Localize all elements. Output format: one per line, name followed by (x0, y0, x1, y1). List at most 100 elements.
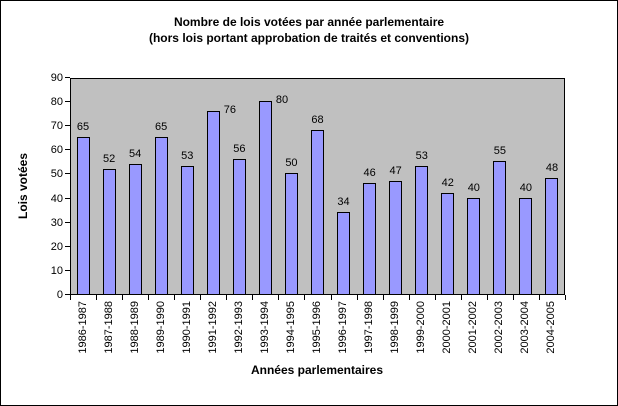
bar (415, 166, 429, 294)
y-tick-label: 80 (50, 96, 63, 109)
x-category-label: 1995-1996 (311, 301, 323, 354)
y-tick (65, 245, 70, 247)
bar (258, 101, 272, 294)
bar (493, 161, 507, 294)
x-tick (70, 295, 71, 300)
y-tick-label: 50 (50, 168, 63, 181)
y-tick (65, 221, 70, 223)
x-tick (200, 295, 201, 300)
x-tick (252, 295, 253, 300)
y-tick-label: 10 (50, 264, 63, 277)
x-tick (278, 295, 279, 300)
x-category-label: 2003-2004 (519, 301, 532, 354)
bar-value-label: 52 (102, 152, 116, 165)
bar-value-label: 53 (181, 150, 194, 163)
x-tick (331, 295, 332, 300)
x-tick (122, 295, 123, 300)
y-tick-label: 90 (50, 72, 63, 84)
bar (232, 159, 246, 294)
y-tick (65, 77, 70, 78)
bar (311, 130, 324, 294)
y-tick (65, 294, 70, 295)
bar (363, 183, 377, 294)
x-category-label: 1994-1995 (284, 301, 297, 354)
bar-value-label: 42 (441, 176, 454, 189)
bar (102, 169, 116, 294)
bar-value-label: 56 (233, 142, 246, 155)
y-tick-label: 60 (50, 144, 63, 157)
y-tick (65, 101, 70, 103)
bar-value-label: 54 (129, 147, 142, 160)
bar (128, 164, 142, 294)
chart-title-line2: (hors lois portant approbation de traité… (148, 31, 470, 45)
x-category-label: 1996-1997 (337, 301, 350, 354)
y-tick-label: 40 (50, 192, 63, 205)
bar-value-label: 76 (223, 103, 237, 116)
bar (467, 198, 481, 294)
x-category-label: 1987-1988 (102, 301, 115, 354)
bar (389, 181, 403, 294)
x-category-label: 1998-1999 (389, 301, 402, 354)
x-tick (539, 295, 540, 300)
x-tick (487, 295, 488, 300)
x-tick (226, 295, 227, 300)
bar-value-label: 53 (415, 150, 428, 163)
x-category-label: 2000-2001 (441, 301, 454, 354)
x-tick (513, 295, 514, 300)
x-tick (174, 295, 175, 300)
y-tick (65, 197, 70, 199)
bar-value-label: 40 (519, 181, 533, 194)
x-category-label: 1999-2000 (415, 301, 428, 354)
bar (154, 137, 168, 294)
y-tick-label: 0 (56, 289, 63, 301)
x-axis-title: Années parlementaires (250, 363, 384, 377)
x-tick (148, 295, 149, 300)
bar (441, 193, 455, 294)
bar-value-label: 48 (545, 162, 559, 175)
x-category-label: 1993-1994 (258, 301, 271, 354)
x-category-label: 1997-1998 (363, 301, 376, 354)
y-tick-label: 20 (50, 240, 63, 253)
x-category-label: 1986-1987 (76, 301, 89, 354)
x-tick (357, 295, 358, 300)
y-tick (65, 269, 70, 271)
bar-value-label: 65 (155, 121, 168, 134)
x-category-label: 1991-1992 (206, 301, 219, 354)
y-tick-label: 30 (50, 216, 63, 229)
bar-value-label: 55 (493, 145, 506, 158)
x-tick (409, 295, 410, 300)
y-tick (65, 173, 70, 175)
bar-value-label: 47 (389, 164, 402, 177)
bar (206, 111, 220, 294)
bar (519, 198, 533, 294)
x-tick (383, 295, 384, 300)
x-tick (461, 295, 462, 300)
chart-title: Nombre de lois votées par année parlemen… (1, 14, 617, 46)
bar-value-label: 80 (275, 94, 289, 107)
x-category-label: 1992-1993 (232, 301, 245, 354)
y-tick-label: 70 (50, 120, 63, 133)
bar (180, 166, 194, 294)
x-category-label: 2004-2005 (545, 301, 558, 354)
y-tick (65, 125, 70, 127)
bar-value-label: 68 (311, 114, 324, 127)
bar-value-label: 34 (337, 196, 350, 209)
x-category-label: 1989-1990 (154, 301, 167, 354)
x-category-label: 1988-1989 (128, 301, 141, 354)
chart-title-line1: Nombre de lois votées par année parlemen… (173, 15, 445, 29)
bar-value-label: 65 (76, 121, 90, 134)
plot-area (70, 78, 565, 295)
bar (284, 173, 298, 294)
bar (545, 178, 559, 294)
x-tick (435, 295, 436, 300)
bar-value-label: 40 (467, 181, 480, 194)
x-tick (304, 295, 305, 300)
x-category-label: 2001-2002 (467, 301, 480, 354)
y-axis-title: Lois votées (16, 152, 30, 220)
bar (337, 212, 351, 294)
y-tick (65, 149, 70, 151)
x-category-label: 1990-1991 (180, 301, 193, 354)
x-tick (565, 295, 566, 300)
bar-value-label: 46 (363, 167, 376, 180)
